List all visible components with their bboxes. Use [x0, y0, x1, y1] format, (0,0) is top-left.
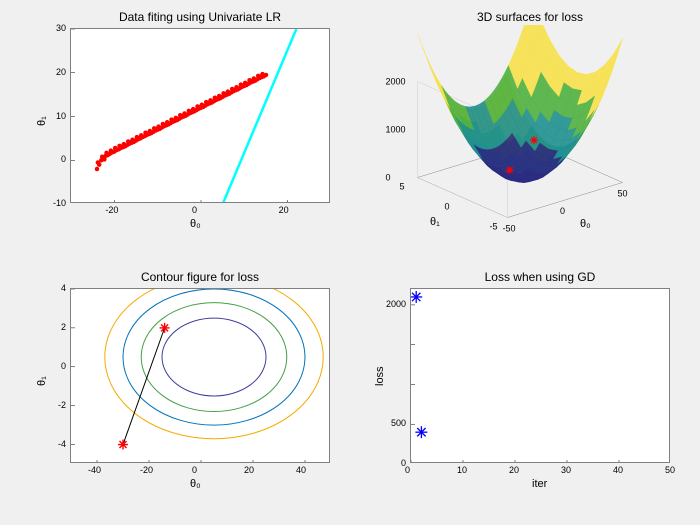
panel-bl [70, 288, 330, 463]
panel-tl-ylabel: θ₁ [36, 116, 48, 126]
svg-text:-50: -50 [503, 224, 516, 234]
panel-br-ylabel: loss [374, 366, 386, 386]
svg-text:0: 0 [386, 173, 391, 183]
svg-text:0: 0 [560, 206, 565, 216]
svg-text:5: 5 [400, 182, 405, 192]
panel-bl-ylabel: θ₁ [36, 376, 48, 386]
panel-bl-xlabel: θ₀ [190, 478, 201, 490]
panel-tr: 010002000-50050-505θ₁θ₀ [380, 25, 680, 240]
svg-text:2000: 2000 [386, 77, 406, 87]
panel-tl-xlabel: θ₀ [190, 218, 201, 230]
panel-bl-svg [71, 289, 329, 462]
panel-br-title: Loss when using GD [410, 270, 670, 284]
svg-text:50: 50 [618, 189, 628, 199]
figure-container: Data fiting using Univariate LR -20020 -… [0, 0, 700, 525]
svg-text:θ₀: θ₀ [580, 218, 591, 230]
panel-br-svg [411, 289, 669, 462]
panel-tl [70, 28, 330, 203]
panel-br [410, 288, 670, 463]
panel-tr-svg: 010002000-50050-505θ₁θ₀ [380, 25, 680, 240]
panel-tr-title: 3D surfaces for loss [395, 10, 665, 24]
svg-text:1000: 1000 [386, 125, 406, 135]
panel-tl-title: Data fiting using Univariate LR [70, 10, 330, 24]
svg-text:θ₁: θ₁ [430, 216, 440, 228]
panel-tl-svg [71, 29, 329, 202]
panel-br-xlabel: iter [532, 478, 547, 490]
panel-bl-title: Contour figure for loss [70, 270, 330, 284]
svg-text:0: 0 [445, 202, 450, 212]
svg-text:-5: -5 [490, 222, 498, 232]
